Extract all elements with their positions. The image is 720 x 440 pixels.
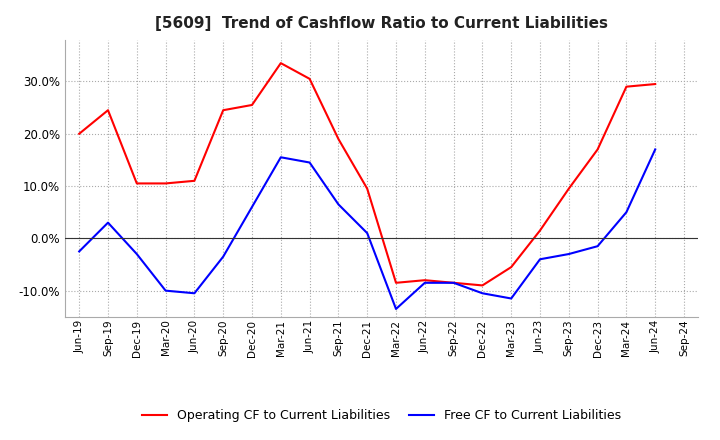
Free CF to Current Liabilities bbox=[334, 202, 343, 207]
Free CF to Current Liabilities bbox=[536, 257, 544, 262]
Free CF to Current Liabilities bbox=[132, 251, 141, 257]
Legend: Operating CF to Current Liabilities, Free CF to Current Liabilities: Operating CF to Current Liabilities, Fre… bbox=[137, 404, 626, 427]
Free CF to Current Liabilities bbox=[363, 231, 372, 236]
Free CF to Current Liabilities bbox=[564, 251, 573, 257]
Free CF to Current Liabilities bbox=[190, 291, 199, 296]
Operating CF to Current Liabilities bbox=[564, 186, 573, 191]
Operating CF to Current Liabilities bbox=[276, 60, 285, 66]
Free CF to Current Liabilities bbox=[420, 280, 429, 286]
Operating CF to Current Liabilities bbox=[334, 136, 343, 142]
Free CF to Current Liabilities bbox=[104, 220, 112, 225]
Free CF to Current Liabilities bbox=[593, 244, 602, 249]
Operating CF to Current Liabilities bbox=[305, 76, 314, 81]
Free CF to Current Liabilities bbox=[651, 147, 660, 152]
Free CF to Current Liabilities bbox=[478, 291, 487, 296]
Line: Operating CF to Current Liabilities: Operating CF to Current Liabilities bbox=[79, 63, 655, 286]
Free CF to Current Liabilities bbox=[622, 209, 631, 215]
Operating CF to Current Liabilities bbox=[593, 147, 602, 152]
Operating CF to Current Liabilities bbox=[190, 178, 199, 183]
Operating CF to Current Liabilities bbox=[507, 264, 516, 270]
Operating CF to Current Liabilities bbox=[161, 181, 170, 186]
Title: [5609]  Trend of Cashflow Ratio to Current Liabilities: [5609] Trend of Cashflow Ratio to Curren… bbox=[155, 16, 608, 32]
Free CF to Current Liabilities bbox=[248, 204, 256, 209]
Operating CF to Current Liabilities bbox=[651, 81, 660, 87]
Operating CF to Current Liabilities bbox=[536, 228, 544, 233]
Operating CF to Current Liabilities bbox=[622, 84, 631, 89]
Free CF to Current Liabilities bbox=[161, 288, 170, 293]
Free CF to Current Liabilities bbox=[392, 306, 400, 312]
Free CF to Current Liabilities bbox=[75, 249, 84, 254]
Operating CF to Current Liabilities bbox=[392, 280, 400, 286]
Operating CF to Current Liabilities bbox=[420, 278, 429, 283]
Free CF to Current Liabilities bbox=[449, 280, 458, 286]
Operating CF to Current Liabilities bbox=[248, 103, 256, 108]
Free CF to Current Liabilities bbox=[507, 296, 516, 301]
Operating CF to Current Liabilities bbox=[478, 283, 487, 288]
Operating CF to Current Liabilities bbox=[75, 131, 84, 136]
Operating CF to Current Liabilities bbox=[132, 181, 141, 186]
Free CF to Current Liabilities bbox=[305, 160, 314, 165]
Free CF to Current Liabilities bbox=[276, 154, 285, 160]
Operating CF to Current Liabilities bbox=[104, 107, 112, 113]
Operating CF to Current Liabilities bbox=[219, 107, 228, 113]
Operating CF to Current Liabilities bbox=[449, 280, 458, 286]
Free CF to Current Liabilities bbox=[219, 254, 228, 259]
Operating CF to Current Liabilities bbox=[363, 186, 372, 191]
Line: Free CF to Current Liabilities: Free CF to Current Liabilities bbox=[79, 150, 655, 309]
